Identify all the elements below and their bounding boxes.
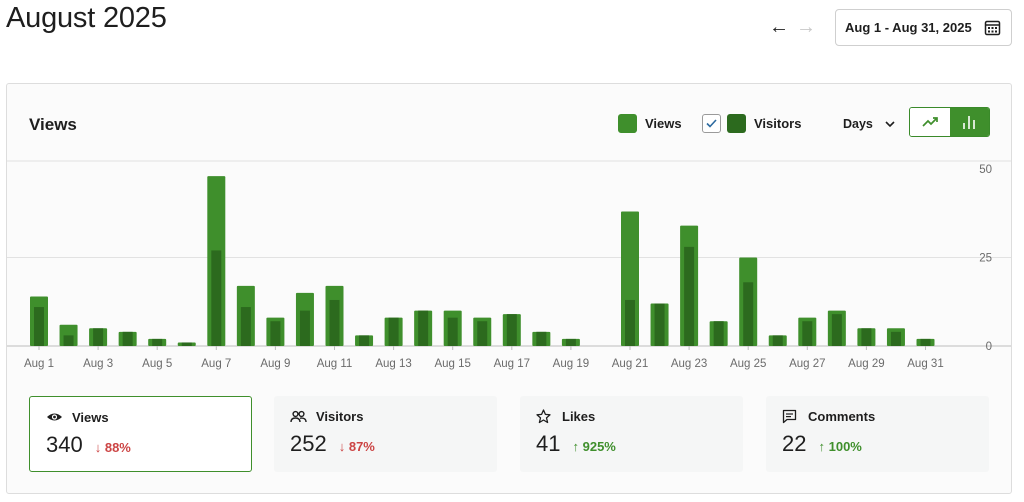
visitors-bar [329, 299, 340, 346]
period-label: Days [843, 117, 873, 131]
visitors-bar [743, 282, 754, 346]
x-tick-label: Aug 19 [553, 358, 589, 370]
visitors-bar [388, 317, 399, 346]
x-tick-label: Aug 9 [260, 358, 290, 370]
x-tick-label: Aug 21 [612, 358, 648, 370]
stat-views-value: 340 [46, 432, 83, 457]
y-tick-label: 25 [979, 253, 992, 265]
legend-views-swatch [618, 114, 637, 133]
x-tick-label: Aug 17 [494, 358, 530, 370]
visitors-bar [802, 321, 813, 346]
x-tick-label: Aug 25 [730, 358, 766, 370]
visitors-bar [684, 246, 695, 346]
visitors-bar [418, 310, 429, 346]
stat-likes-value: 41 [536, 431, 561, 456]
arrow-right-icon[interactable]: → [796, 16, 816, 38]
line-chart-icon[interactable] [910, 108, 950, 136]
legend-visitors: Visitors [727, 114, 801, 133]
x-tick-label: Aug 3 [83, 358, 113, 370]
x-tick-label: Aug 1 [24, 358, 54, 370]
x-tick-label: Aug 23 [671, 358, 707, 370]
arrow-down-icon: ↓ [338, 439, 346, 454]
bar-chart: 0 25 50 Aug 1 Aug 3 Aug 5 Aug 7 Aug 9 Aug 11 Aug … [7, 160, 1011, 370]
visitors-bar [152, 338, 163, 346]
x-tick-label: Aug 31 [907, 358, 943, 370]
comment-icon [782, 408, 800, 424]
stat-views-label: Views [72, 409, 109, 425]
y-tick-label: 50 [979, 164, 992, 176]
stat-likes-change: ↑ 925% [572, 439, 616, 454]
visitors-bar [831, 314, 842, 346]
x-tick-label: Aug 13 [375, 358, 411, 370]
visitors-bar [34, 307, 44, 346]
chart-type-toggle [909, 107, 990, 137]
visitors-bar [240, 307, 251, 346]
stat-views-change: ↓ 88% [94, 440, 131, 455]
stat-visitors-value: 252 [290, 431, 327, 456]
stat-visitors-label: Visitors [316, 408, 364, 424]
stat-comments[interactable]: Comments 22 ↑ 100% [766, 396, 989, 472]
eye-icon [46, 409, 64, 425]
check-icon [706, 119, 717, 128]
x-tick-label: Aug 7 [201, 358, 231, 370]
legend-visitors-label: Visitors [754, 116, 802, 131]
visitors-bar [920, 338, 931, 346]
visitors-bar [713, 321, 724, 346]
period-select[interactable]: Days [843, 117, 895, 131]
visitors-bar [565, 338, 576, 346]
arrow-up-icon: ↑ [818, 439, 825, 454]
visitors-bar [63, 335, 74, 346]
calendar-icon [984, 19, 1001, 39]
y-tick-label: 0 [986, 341, 992, 353]
visitors-checkbox[interactable] [702, 114, 721, 133]
visitors-bar [861, 328, 872, 346]
stat-comments-value: 22 [782, 431, 807, 456]
card-title: Views [29, 115, 77, 134]
page-title: August 2025 [6, 2, 167, 34]
date-range-picker[interactable]: Aug 1 - Aug 31, 2025 [835, 9, 1012, 46]
visitors-bar [299, 310, 310, 346]
stat-likes[interactable]: Likes 41 ↑ 925% [520, 396, 743, 472]
x-tick-label: Aug 11 [317, 358, 353, 370]
stat-views[interactable]: Views 340 ↓ 88% [29, 396, 252, 472]
visitors-bar [625, 299, 635, 346]
x-tick-label: Aug 27 [789, 358, 825, 370]
legend-views-label: Views [645, 116, 682, 131]
x-tick-label: Aug 29 [848, 358, 884, 370]
visitors-bar [270, 321, 281, 346]
visitors-bar [447, 317, 458, 346]
visitors-bar [211, 250, 222, 346]
visitors-bar [93, 328, 104, 346]
arrow-left-icon[interactable]: ← [769, 16, 789, 38]
visitors-bar [506, 314, 517, 346]
stat-likes-label: Likes [562, 408, 596, 424]
visitors-bar [477, 321, 488, 346]
x-tick-label: Aug 15 [434, 358, 470, 370]
date-range-label: Aug 1 - Aug 31, 2025 [845, 20, 972, 35]
visitors-bar [181, 342, 192, 346]
visitors-bar [122, 331, 133, 346]
stat-comments-label: Comments [808, 408, 876, 424]
x-tick-label: Aug 5 [142, 358, 172, 370]
visitors-bar [536, 331, 547, 346]
chevron-down-icon [885, 120, 895, 127]
visitors-bar [359, 335, 370, 346]
bar-chart-icon[interactable] [949, 108, 989, 136]
stat-visitors-change: ↓ 87% [338, 439, 375, 454]
legend-views: Views [618, 114, 682, 133]
arrow-down-icon: ↓ [94, 440, 102, 455]
star-icon [536, 408, 554, 424]
visitors-bar [772, 335, 783, 346]
arrow-up-icon: ↑ [572, 439, 579, 454]
visitors-bar [890, 331, 901, 346]
people-icon [290, 408, 308, 424]
visitors-bar [654, 303, 665, 346]
legend-visitors-swatch [727, 114, 746, 133]
stat-visitors[interactable]: Visitors 252 ↓ 87% [274, 396, 497, 472]
stat-comments-change: ↑ 100% [818, 439, 862, 454]
